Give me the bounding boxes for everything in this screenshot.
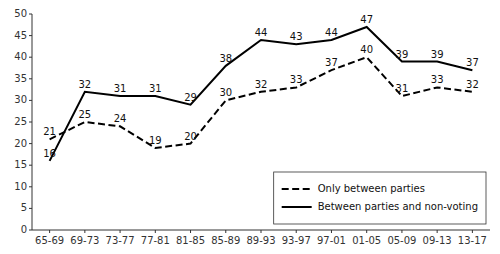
x-tick-label: 85-89	[211, 235, 240, 246]
y-tick-label: 15	[14, 159, 27, 170]
x-tick	[49, 230, 50, 233]
legend: Only between parties Between parties and …	[274, 172, 486, 224]
y-tick	[29, 57, 32, 58]
data-label: 44	[325, 27, 338, 38]
data-label: 25	[78, 109, 91, 120]
y-tick-label: 5	[21, 202, 27, 213]
x-tick-label: 13-17	[458, 235, 487, 246]
y-tick	[29, 143, 32, 144]
data-label: 39	[396, 49, 409, 60]
x-tick	[190, 230, 191, 233]
data-label: 39	[431, 49, 444, 60]
y-tick-label: 20	[14, 138, 27, 149]
data-label: 24	[114, 113, 127, 124]
x-tick-label: 65-69	[35, 235, 64, 246]
x-tick	[84, 230, 85, 233]
y-tick	[29, 14, 32, 15]
y-tick-label: 0	[21, 224, 27, 235]
x-tick	[120, 230, 121, 233]
x-tick-label: 89-93	[246, 235, 275, 246]
legend-handle	[282, 206, 312, 208]
series-line	[50, 57, 473, 148]
data-label: 31	[396, 83, 409, 94]
y-tick-label: 25	[14, 116, 27, 127]
x-tick-label: 69-73	[70, 235, 99, 246]
x-tick	[225, 230, 226, 233]
data-label: 30	[219, 87, 232, 98]
data-label: 32	[78, 79, 91, 90]
data-label: 19	[149, 135, 162, 146]
x-tick	[366, 230, 367, 233]
x-tick-label: 81-85	[176, 235, 205, 246]
y-tick	[29, 35, 32, 36]
data-label: 31	[114, 83, 127, 94]
y-tick-label: 45	[14, 30, 27, 41]
data-label: 37	[325, 57, 338, 68]
y-tick	[29, 186, 32, 187]
y-tick-label: 10	[14, 181, 27, 192]
x-tick-label: 05-09	[387, 235, 416, 246]
y-tick	[29, 78, 32, 79]
data-label: 21	[43, 126, 56, 137]
data-label: 44	[255, 27, 268, 38]
x-tick-label: 09-13	[423, 235, 452, 246]
x-tick-label: 73-77	[106, 235, 135, 246]
x-tick	[472, 230, 473, 233]
x-tick	[437, 230, 438, 233]
data-label: 33	[290, 74, 303, 85]
legend-label: Between parties and non-voting	[318, 201, 478, 212]
y-tick	[29, 208, 32, 209]
y-tick-label: 40	[14, 51, 27, 62]
data-label: 16	[43, 148, 56, 159]
x-tick	[401, 230, 402, 233]
chart: 0 5 10 15 20 25 30 35 40 45 50 65-69 69-73 73-77 77-81…	[0, 0, 500, 254]
x-tick-label: 97-01	[317, 235, 346, 246]
x-tick-label: 93-97	[282, 235, 311, 246]
data-label: 37	[466, 57, 479, 68]
x-tick	[296, 230, 297, 233]
y-tick-label: 35	[14, 73, 27, 84]
y-tick	[29, 230, 32, 231]
data-label: 43	[290, 31, 303, 42]
data-label: 38	[219, 53, 232, 64]
data-label: 31	[149, 83, 162, 94]
y-tick-label: 50	[14, 8, 27, 19]
series-line	[50, 27, 473, 161]
x-tick-label: 01-05	[352, 235, 381, 246]
data-label: 32	[466, 79, 479, 90]
data-label: 29	[184, 92, 197, 103]
x-tick	[261, 230, 262, 233]
data-label: 40	[360, 44, 373, 55]
data-label: 33	[431, 74, 444, 85]
data-label: 47	[360, 14, 373, 25]
y-tick	[29, 165, 32, 166]
legend-handle	[282, 188, 312, 190]
y-tick	[29, 122, 32, 123]
y-tick-label: 30	[14, 94, 27, 105]
legend-label: Only between parties	[318, 183, 425, 194]
data-label: 32	[255, 79, 268, 90]
data-label: 20	[184, 131, 197, 142]
x-tick	[155, 230, 156, 233]
y-tick	[29, 100, 32, 101]
x-tick-label: 77-81	[141, 235, 170, 246]
legend-frame	[274, 172, 486, 224]
lines	[50, 27, 473, 161]
x-tick	[331, 230, 332, 233]
